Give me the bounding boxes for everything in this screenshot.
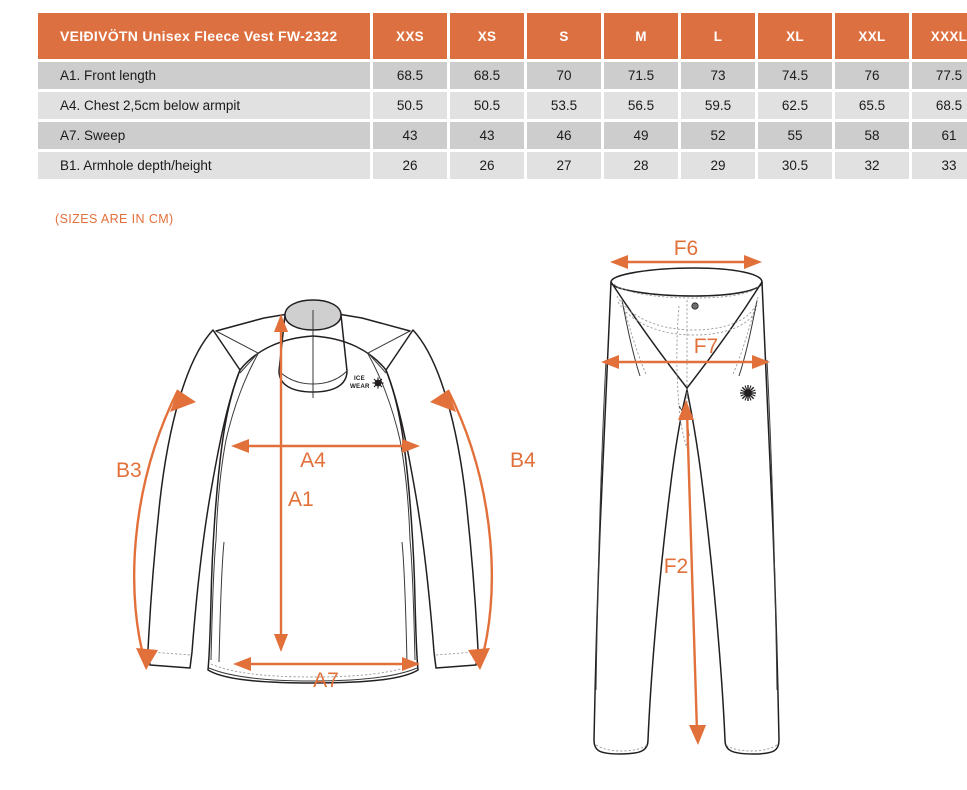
table-header: VEIÐIVÖTN Unisex Fleece Vest FW-2322 XXS… — [38, 13, 967, 59]
table-row: A1. Front length 68.5 68.5 70 71.5 73 74… — [38, 62, 967, 89]
row-label: A7. Sweep — [38, 122, 370, 149]
snowflake-icon — [740, 385, 756, 401]
table-cell: 43 — [373, 122, 447, 149]
table-cell: 70 — [527, 62, 601, 89]
table-cell: 52 — [681, 122, 755, 149]
table-cell: 50.5 — [450, 92, 524, 119]
column-header-xxl: XXL — [835, 13, 909, 59]
table-cell: 62.5 — [758, 92, 832, 119]
trousers-technical-drawing: F6 F7 F2 — [593, 237, 780, 755]
technical-drawings: ICE WEAR — [0, 237, 967, 785]
table-row: A4. Chest 2,5cm below armpit 50.5 50.5 5… — [38, 92, 967, 119]
dimension-label-a1: A1 — [288, 488, 314, 511]
row-label: A1. Front length — [38, 62, 370, 89]
table-cell: 71.5 — [604, 62, 678, 89]
column-header-xxs: XXS — [373, 13, 447, 59]
dimension-arrow-f2: F2 — [664, 400, 706, 745]
table-cell: 26 — [373, 152, 447, 179]
row-label: A4. Chest 2,5cm below armpit — [38, 92, 370, 119]
dimension-label-a4: A4 — [300, 449, 326, 472]
table-cell: 28 — [604, 152, 678, 179]
dimension-arrow-a7: A7 — [233, 657, 420, 692]
dimension-arrow-b3: B3 — [116, 389, 196, 670]
table-cell: 77.5 — [912, 62, 967, 89]
table-cell: 68.5 — [912, 92, 967, 119]
dimension-label-a7: A7 — [313, 669, 339, 692]
table-cell: 73 — [681, 62, 755, 89]
fleece-pullover-technical-drawing: ICE WEAR — [116, 299, 536, 692]
table-cell: 53.5 — [527, 92, 601, 119]
table-cell: 65.5 — [835, 92, 909, 119]
brand-line-2: WEAR — [350, 383, 370, 390]
table-cell: 46 — [527, 122, 601, 149]
table-cell: 27 — [527, 152, 601, 179]
table-cell: 68.5 — [373, 62, 447, 89]
row-label: B1. Armhole depth/height — [38, 152, 370, 179]
table-cell: 32 — [835, 152, 909, 179]
table-cell: 58 — [835, 122, 909, 149]
table-cell: 59.5 — [681, 92, 755, 119]
table-cell: 33 — [912, 152, 967, 179]
table-cell: 50.5 — [373, 92, 447, 119]
column-header-xl: XL — [758, 13, 832, 59]
table-cell: 56.5 — [604, 92, 678, 119]
table-cell: 74.5 — [758, 62, 832, 89]
column-header-m: M — [604, 13, 678, 59]
table-row: A7. Sweep 43 43 46 49 52 55 58 61 — [38, 122, 967, 149]
table-cell: 61 — [912, 122, 967, 149]
column-header-xs: XS — [450, 13, 524, 59]
dimension-label-f7: F7 — [694, 335, 719, 358]
size-chart-table: VEIÐIVÖTN Unisex Fleece Vest FW-2322 XXS… — [35, 10, 967, 182]
table-title: VEIÐIVÖTN Unisex Fleece Vest FW-2322 — [38, 13, 370, 59]
units-note: (SIZES ARE IN CM) — [55, 212, 174, 226]
dimension-arrow-f7: F7 — [601, 335, 770, 369]
table-row: B1. Armhole depth/height 26 26 27 28 29 … — [38, 152, 967, 179]
dimension-arrow-a4: A4 — [231, 439, 420, 472]
dimension-label-b4: B4 — [510, 449, 536, 472]
dimension-label-f2: F2 — [664, 555, 689, 578]
snowflake-icon — [372, 377, 384, 389]
dimension-label-f6: F6 — [674, 240, 699, 260]
table-cell: 30.5 — [758, 152, 832, 179]
brand-line-1: ICE — [354, 375, 365, 382]
dimension-arrow-f6: F6 — [610, 237, 762, 269]
header-row: VEIÐIVÖTN Unisex Fleece Vest FW-2322 XXS… — [38, 13, 967, 59]
table-cell: 68.5 — [450, 62, 524, 89]
column-header-l: L — [681, 13, 755, 59]
dimension-label-b3: B3 — [116, 459, 142, 482]
column-header-s: S — [527, 13, 601, 59]
table-cell: 43 — [450, 122, 524, 149]
table-cell: 49 — [604, 122, 678, 149]
table-cell: 29 — [681, 152, 755, 179]
table-cell: 76 — [835, 62, 909, 89]
dimension-arrow-b4: B4 — [430, 389, 536, 670]
column-header-xxxl: XXXL — [912, 13, 967, 59]
dimension-arrow-a1: A1 — [274, 314, 314, 652]
table-cell: 55 — [758, 122, 832, 149]
table-body: A1. Front length 68.5 68.5 70 71.5 73 74… — [38, 62, 967, 179]
table-cell: 26 — [450, 152, 524, 179]
button-icon — [691, 302, 699, 310]
ice-wear-logo: ICE WEAR — [350, 375, 384, 390]
